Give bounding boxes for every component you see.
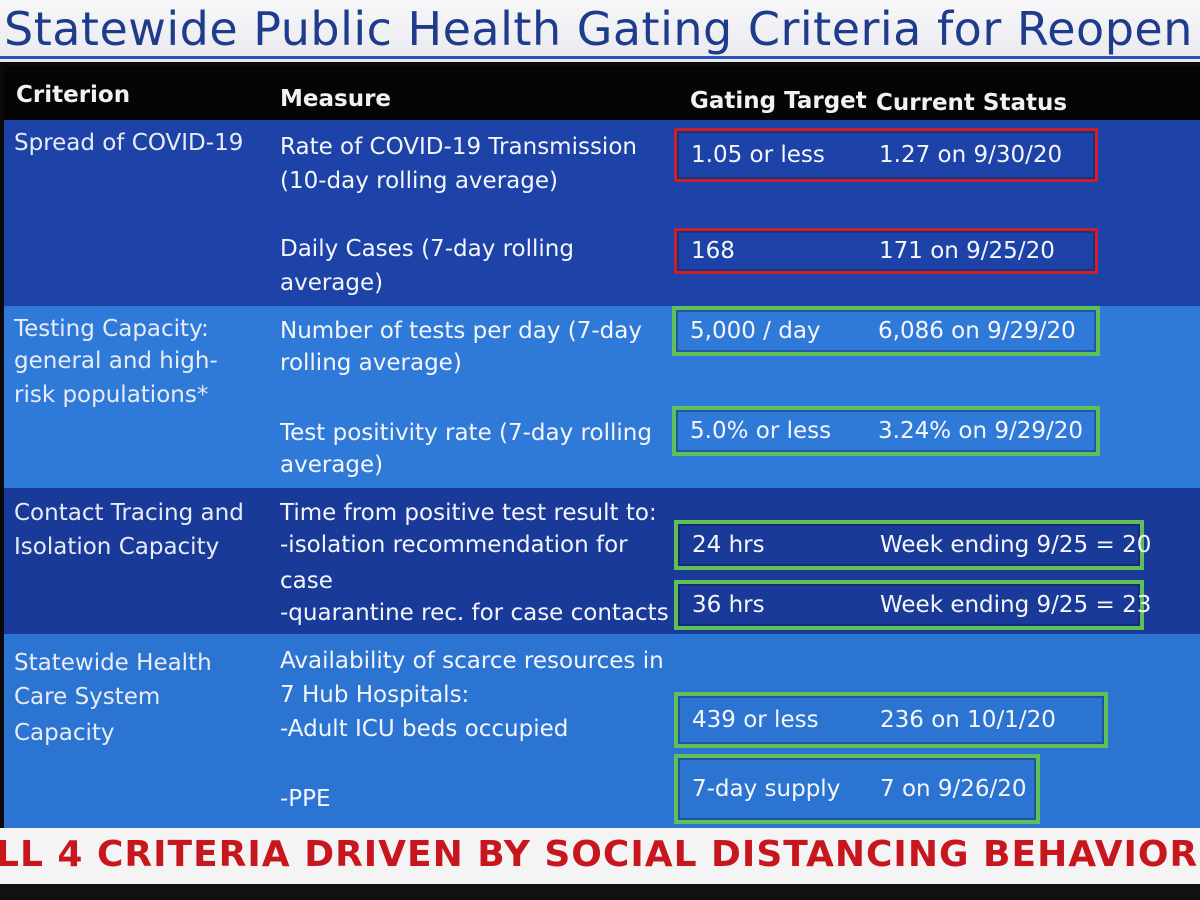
measure-line: average) xyxy=(280,452,384,478)
criterion-label: Care System xyxy=(14,684,161,710)
target-status-box: 439 or less 236 on 10/1/20 xyxy=(674,692,1108,748)
measure-intro: Availability of scarce resources in xyxy=(280,648,664,674)
current-status-value: 236 on 10/1/20 xyxy=(880,707,1056,733)
measure-line: case xyxy=(280,568,333,594)
section-health-care-capacity: Statewide Health Care System Capacity Av… xyxy=(4,634,1200,828)
gating-target-value: 439 or less xyxy=(692,707,819,733)
title-strip: Statewide Public Health Gating Criteria … xyxy=(0,0,1200,62)
header-criterion: Criterion xyxy=(16,82,131,108)
screen-bezel xyxy=(0,884,1200,900)
measure-line: Daily Cases (7-day rolling xyxy=(280,236,574,262)
measure-line: Rate of COVID-19 Transmission xyxy=(280,134,637,160)
criterion-label: Isolation Capacity xyxy=(14,534,220,560)
current-status-value: 1.27 on 9/30/20 xyxy=(879,142,1063,168)
target-status-box: 36 hrs Week ending 9/25 = 23 xyxy=(674,580,1151,630)
measure-line: Number of tests per day (7-day xyxy=(280,318,642,344)
criterion-label: Testing Capacity: xyxy=(14,316,209,342)
target-status-box: 5.0% or less 3.24% on 9/29/20 xyxy=(672,406,1100,456)
criterion-label: general and high- xyxy=(14,348,218,374)
measure-line: rolling average) xyxy=(280,350,462,376)
header-measure: Measure xyxy=(280,86,392,112)
measure-line: average) xyxy=(280,270,384,296)
gating-target-value: 1.05 or less xyxy=(691,142,825,168)
current-status-value: 7 on 9/26/20 xyxy=(880,776,1027,802)
header-current-status: Current Status xyxy=(876,90,1068,116)
current-status-value: 3.24% on 9/29/20 xyxy=(878,418,1084,444)
measure-line: -quarantine rec. for case contacts xyxy=(280,600,669,626)
gating-target-value: 36 hrs xyxy=(692,592,765,618)
section-testing: Testing Capacity: general and high- risk… xyxy=(4,306,1200,488)
measure-line: -isolation recommendation for xyxy=(280,532,628,558)
section-contact-tracing: Contact Tracing and Isolation Capacity T… xyxy=(4,488,1200,634)
table-header-row: Criterion Measure Gating Target Current … xyxy=(4,66,1200,120)
target-status-box: 5,000 / day 6,086 on 9/29/20 xyxy=(672,306,1100,356)
target-status-box: 24 hrs Week ending 9/25 = 20 xyxy=(674,520,1151,570)
current-status-value: 6,086 on 9/29/20 xyxy=(878,318,1076,344)
measure-line: Test positivity rate (7-day rolling xyxy=(280,420,652,446)
criterion-label: Contact Tracing and xyxy=(14,500,244,526)
current-status-value: Week ending 9/25 = 20 xyxy=(880,532,1152,558)
gating-target-value: 7-day supply xyxy=(692,776,841,802)
criterion-label: risk populations* xyxy=(14,382,209,408)
target-status-box: 1.05 or less 1.27 on 9/30/20 xyxy=(674,128,1098,182)
gating-target-value: 24 hrs xyxy=(692,532,765,558)
measure-line: -PPE xyxy=(280,786,331,812)
measure-intro: Time from positive test result to: xyxy=(280,500,657,526)
measure-line: -Adult ICU beds occupied xyxy=(280,716,569,742)
banner-text: LL 4 CRITERIA DRIVEN BY SOCIAL DISTANCIN… xyxy=(0,834,1200,875)
criterion-label: Spread of COVID-19 xyxy=(14,130,244,156)
target-status-box: 168 171 on 9/25/20 xyxy=(674,228,1098,274)
header-gating-target: Gating Target xyxy=(690,88,867,114)
bottom-banner: LL 4 CRITERIA DRIVEN BY SOCIAL DISTANCIN… xyxy=(0,828,1200,884)
slide-title: Statewide Public Health Gating Criteria … xyxy=(4,2,1193,56)
gating-target-value: 5,000 / day xyxy=(690,318,821,344)
measure-line: (10-day rolling average) xyxy=(280,168,558,194)
title-underline xyxy=(0,56,1200,59)
gating-target-value: 168 xyxy=(691,238,735,264)
target-status-box: 7-day supply 7 on 9/26/20 xyxy=(674,754,1040,824)
criteria-table: Criterion Measure Gating Target Current … xyxy=(4,66,1200,828)
criterion-label: Capacity xyxy=(14,720,115,746)
current-status-value: Week ending 9/25 = 23 xyxy=(880,592,1152,618)
section-spread: Spread of COVID-19 Rate of COVID-19 Tran… xyxy=(4,120,1200,306)
current-status-value: 171 on 9/25/20 xyxy=(879,238,1055,264)
criterion-label: Statewide Health xyxy=(14,650,212,676)
measure-intro: 7 Hub Hospitals: xyxy=(280,682,470,708)
gating-target-value: 5.0% or less xyxy=(690,418,832,444)
